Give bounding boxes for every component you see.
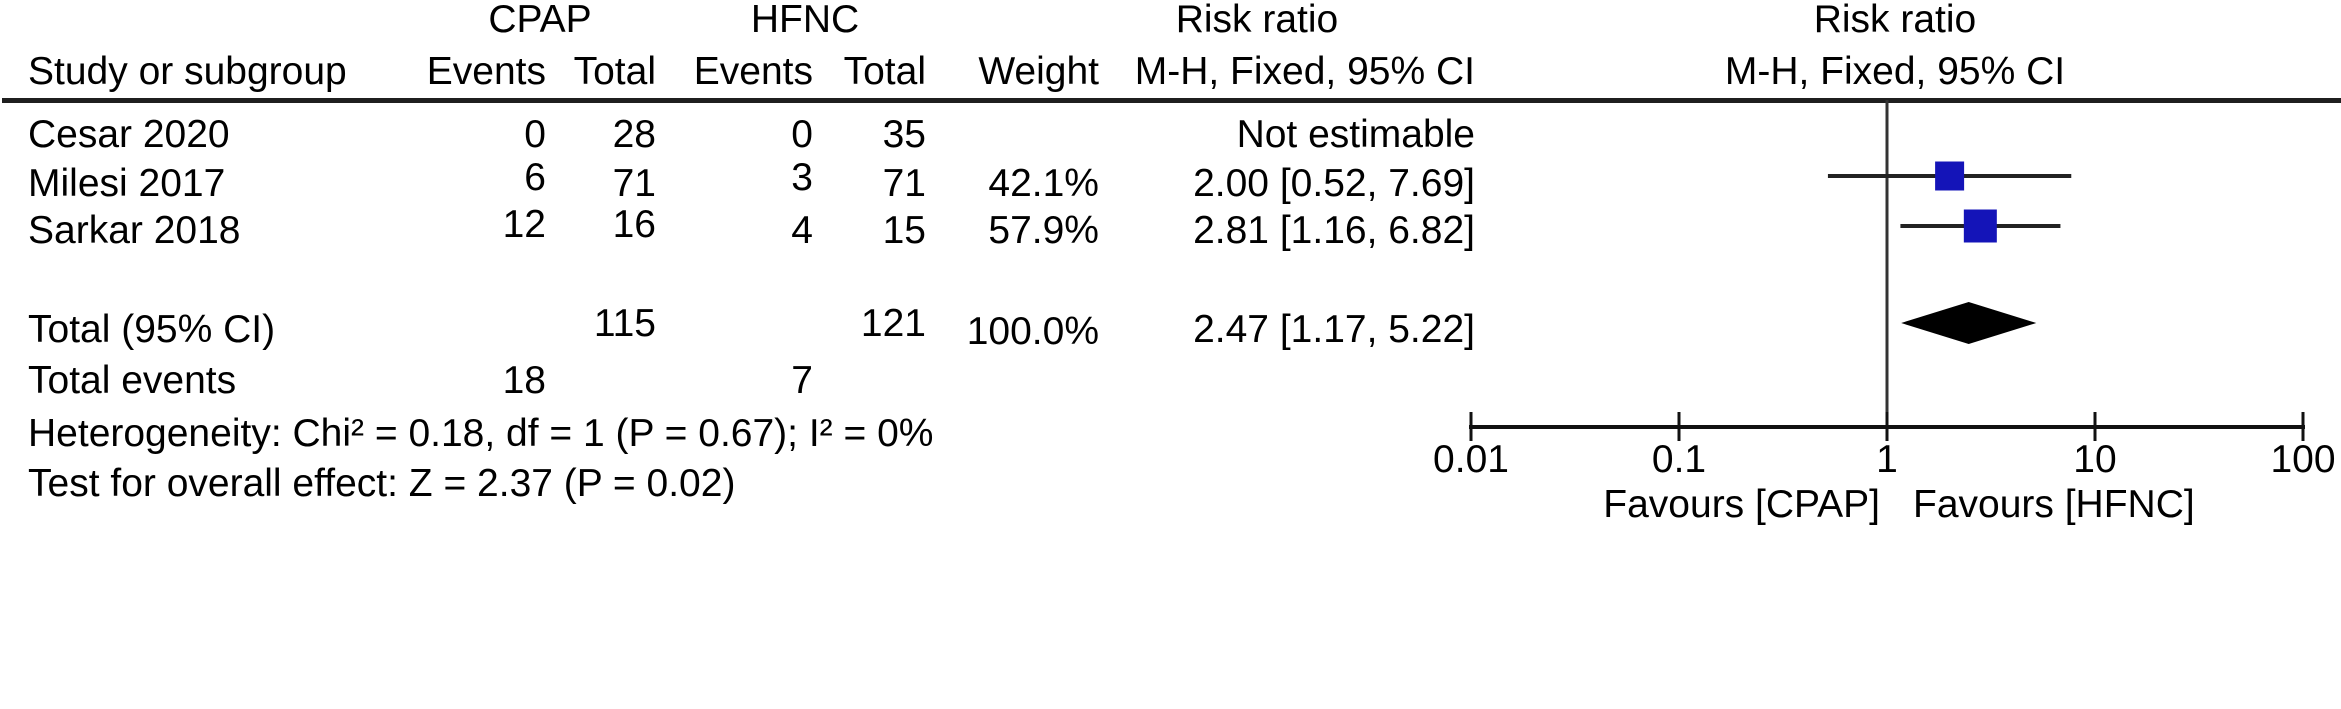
ci-text-value: 2.00 [0.52, 7.69]: [1193, 162, 1475, 205]
risk-ratio-header-left: Risk ratio: [1175, 0, 1339, 41]
study-column-header: Study or subgroup: [28, 50, 347, 93]
study-label: Sarkar 2018: [28, 209, 241, 252]
cpap-events-header: Events: [426, 50, 546, 93]
hfnc-total-value: 71: [882, 162, 926, 205]
ci-text-value: Not estimable: [1236, 113, 1475, 156]
group2-header: HFNC: [750, 0, 860, 41]
x-tick-label: 100: [2270, 438, 2336, 481]
cpap-total-events: 18: [502, 359, 546, 402]
hfnc-total-events: 7: [791, 359, 813, 402]
header-divider-rule: [2, 98, 2341, 103]
cpap-total-sum: 115: [593, 302, 656, 345]
effect-square: [1935, 161, 1965, 191]
total-label: Total (95% CI): [28, 308, 276, 351]
weight-column-header: Weight: [978, 50, 1099, 93]
total-ci-text: 2.47 [1.17, 5.22]: [1193, 308, 1475, 351]
cpap-total-value: 71: [612, 162, 656, 205]
hfnc-total-value: 35: [882, 113, 926, 156]
method-header-left: M-H, Fixed, 95% CI: [1134, 50, 1475, 93]
cpap-events-value: 0: [524, 113, 546, 156]
x-tick-label: 1: [1876, 438, 1898, 481]
overall-effect-text: Test for overall effect: Z = 2.37 (P = 0…: [28, 462, 736, 505]
cpap-total-header: Total: [573, 50, 656, 93]
total-weight-value: 100.0%: [966, 310, 1099, 353]
cpap-total-value: 28: [612, 113, 656, 156]
study-label: Cesar 2020: [28, 113, 230, 156]
study-label: Milesi 2017: [28, 162, 226, 205]
favours-left-label: Favours [CPAP]: [1603, 483, 1880, 526]
x-tick-label: 10: [2073, 438, 2117, 481]
pooled-diamond: [1901, 302, 2037, 344]
x-tick-label: 0.1: [1651, 438, 1707, 481]
hfnc-events-value: 3: [791, 156, 813, 199]
weight-value: 42.1%: [988, 162, 1099, 205]
cpap-events-value: 12: [502, 203, 546, 246]
hfnc-total-header: Total: [843, 50, 926, 93]
risk-ratio-header-right: Risk ratio: [1813, 0, 1977, 41]
x-tick-label: 0.01: [1433, 438, 1509, 481]
favours-right-label: Favours [HFNC]: [1913, 483, 2195, 526]
heterogeneity-text: Heterogeneity: Chi² = 0.18, df = 1 (P = …: [28, 412, 934, 455]
ci-text-value: 2.81 [1.16, 6.82]: [1193, 209, 1475, 252]
cpap-events-value: 6: [524, 156, 546, 199]
weight-value: 57.9%: [988, 209, 1099, 252]
method-header-right: M-H, Fixed, 95% CI: [1724, 50, 2066, 93]
total-events-label: Total events: [28, 359, 237, 402]
hfnc-events-value: 0: [791, 113, 813, 156]
hfnc-events-header: Events: [693, 50, 813, 93]
hfnc-total-sum: 121: [860, 302, 926, 345]
effect-square: [1963, 209, 1997, 243]
hfnc-events-value: 4: [791, 209, 813, 252]
hfnc-total-value: 15: [882, 209, 926, 252]
group1-header: CPAP: [488, 0, 592, 41]
cpap-total-value: 16: [612, 203, 656, 246]
